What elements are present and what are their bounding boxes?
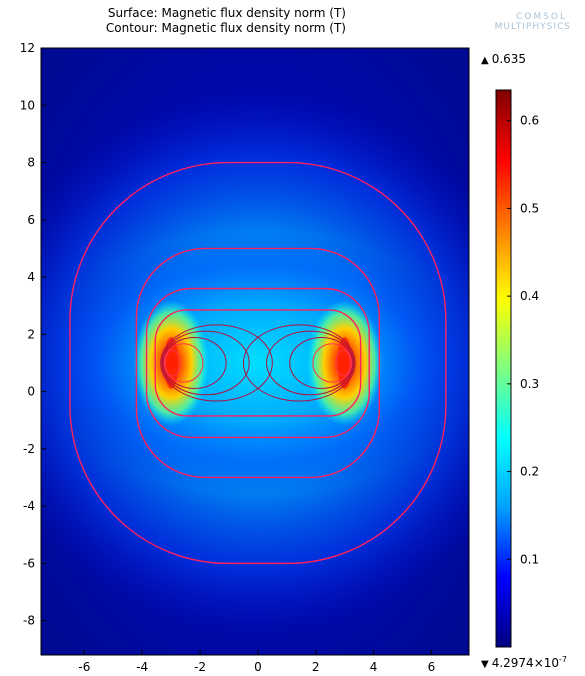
inner-contour-0-2 bbox=[162, 336, 227, 389]
logo-line1: COMSOL bbox=[516, 12, 567, 22]
y-tick-label: 6 bbox=[27, 213, 35, 227]
colorbar-max-label: ▲ 0.635 bbox=[481, 52, 526, 66]
inner-contour-1-3 bbox=[266, 330, 355, 396]
inner-contour-0-3 bbox=[161, 330, 250, 396]
y-tick-label: -4 bbox=[23, 499, 35, 513]
inner-contour-0-1 bbox=[163, 343, 204, 383]
x-tick-label: -6 bbox=[78, 660, 90, 674]
surface-title: Surface: Magnetic flux density norm (T) bbox=[107, 6, 346, 20]
y-tick-label: -8 bbox=[23, 614, 35, 628]
y-tick-label: 2 bbox=[27, 327, 35, 341]
inner-contour-1-2 bbox=[289, 336, 354, 389]
contour-line-3 bbox=[154, 309, 362, 417]
colorbar-min-exponent: -7 bbox=[559, 655, 567, 664]
y-tick-label: 4 bbox=[27, 270, 35, 284]
plot-frame bbox=[40, 47, 470, 656]
max-triangle-icon: ▲ bbox=[481, 55, 489, 66]
colorbar-tick-label: 0.2 bbox=[520, 465, 539, 479]
x-tick-label: 6 bbox=[428, 660, 436, 674]
colorbar-tick-label: 0.5 bbox=[520, 201, 539, 215]
inner-contour-0-0 bbox=[164, 349, 181, 377]
inner-contour-0-4 bbox=[160, 324, 273, 402]
field-glow-inner bbox=[43, 231, 469, 495]
colorbar-tick-label: 0.4 bbox=[520, 289, 539, 303]
x-tick-label: -4 bbox=[136, 660, 148, 674]
x-tick-label: -2 bbox=[194, 660, 206, 674]
min-triangle-icon: ▼ bbox=[481, 659, 489, 670]
inner-contour-1-0 bbox=[335, 349, 351, 377]
contour-line-2 bbox=[145, 287, 370, 439]
colorbar-min-label: ▼ 4.2974×10-7 bbox=[481, 655, 567, 670]
y-tick-label: -2 bbox=[23, 442, 35, 456]
contour-line-1 bbox=[135, 247, 381, 479]
y-tick-label: 0 bbox=[27, 385, 35, 399]
inner-contour-1-1 bbox=[312, 343, 353, 383]
colorbar-min-value: 4.2974×10 bbox=[491, 656, 560, 670]
comsol-logo: COMSOL MULTIPHYSICS bbox=[462, 12, 577, 38]
y-tick-label: 8 bbox=[27, 156, 35, 170]
x-tick-label: 2 bbox=[312, 660, 320, 674]
colorbar-tick-label: 0.3 bbox=[520, 377, 539, 391]
colorbar-tick-label: 0.6 bbox=[520, 114, 539, 128]
colorbar-max-value: 0.635 bbox=[491, 52, 527, 66]
y-tick-label: 12 bbox=[20, 41, 35, 55]
contour-title: Contour: Magnetic flux density norm (T) bbox=[105, 21, 346, 35]
x-tick-label: 4 bbox=[370, 660, 378, 674]
y-tick-label: -6 bbox=[23, 556, 35, 570]
contour-line-0 bbox=[69, 161, 447, 565]
inner-contour-1-4 bbox=[242, 324, 356, 402]
logo-line2: MULTIPHYSICS bbox=[494, 22, 571, 32]
x-tick-label: 0 bbox=[254, 660, 262, 674]
colorbar bbox=[495, 89, 512, 648]
y-tick-label: 10 bbox=[20, 98, 35, 112]
colorbar-tick-label: 0.1 bbox=[520, 552, 539, 566]
